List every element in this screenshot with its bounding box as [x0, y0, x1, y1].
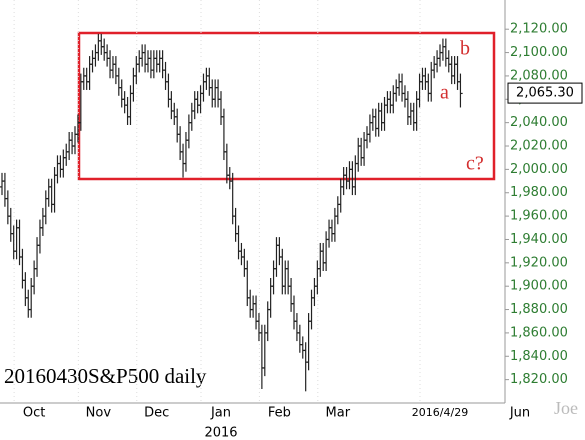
wave-label: c? — [466, 153, 484, 175]
range-box — [77, 31, 496, 181]
y-tick-label: 1,880.00 — [510, 302, 568, 317]
y-tick-label: 1,820.00 — [510, 372, 568, 387]
y-tick-label: 2,020.00 — [510, 139, 568, 154]
y-tick-label: 2,040.00 — [510, 115, 568, 130]
last-price-label: 2,065.30 — [516, 86, 574, 101]
y-tick-label: 2,100.00 — [510, 45, 568, 60]
x-tick-label: Jun — [509, 406, 530, 421]
y-tick-label: 2,000.00 — [510, 162, 568, 177]
y-tick-label: 1,940.00 — [510, 232, 568, 247]
y-tick-label: 2,120.00 — [510, 22, 568, 37]
x-tick-label: 2016/4/29 — [412, 406, 468, 419]
watermark: Joe — [554, 398, 578, 418]
year-label: 2016 — [204, 426, 237, 440]
y-tick-label: 1,860.00 — [510, 325, 568, 340]
y-tick-label: 1,840.00 — [510, 349, 568, 364]
x-tick-label: Feb — [268, 406, 291, 421]
y-tick-label: 2,080.00 — [510, 68, 568, 83]
y-tick-label: 1,900.00 — [510, 279, 568, 294]
wave-label: a — [440, 82, 449, 104]
y-tick-label: 1,980.00 — [510, 185, 568, 200]
last-price-box — [507, 82, 583, 104]
chart-title: 20160430S&P500 daily — [4, 364, 207, 388]
wave-label: b — [460, 38, 470, 60]
x-tick-label: Nov — [86, 406, 112, 421]
y-tick-label: 1,920.00 — [510, 255, 568, 270]
y-tick-label: 1,960.00 — [510, 209, 568, 224]
x-tick-label: Jan — [210, 406, 231, 421]
x-tick-label: Oct — [23, 406, 45, 421]
x-tick-label: Dec — [144, 406, 169, 421]
x-tick-label: Mar — [326, 406, 351, 421]
